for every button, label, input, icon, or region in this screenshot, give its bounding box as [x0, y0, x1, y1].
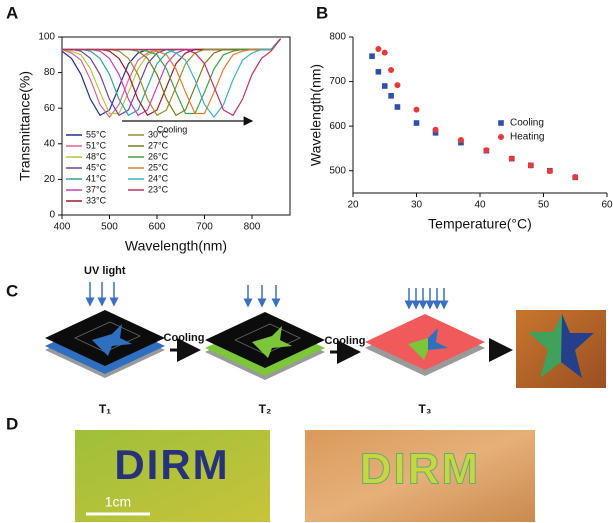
y-tick-label: 40 [44, 138, 56, 149]
uv-arrows [90, 282, 444, 308]
point [483, 147, 489, 153]
y-tick-label: 500 [329, 165, 346, 176]
legend-label: 33°C [86, 195, 107, 205]
x-tick-label: 40 [474, 200, 486, 211]
stage-label: T₂ [259, 402, 272, 416]
figure: A B C D UV light [0, 0, 613, 523]
point [509, 156, 515, 162]
point [369, 53, 375, 59]
legend-label: Heating [510, 132, 544, 143]
y-tick-label: 20 [44, 174, 56, 185]
annotation: Cooling [157, 124, 188, 134]
panel-label: C [6, 281, 18, 300]
legend-label: 25°C [148, 162, 169, 172]
point [433, 127, 439, 133]
stack-3 [365, 314, 485, 376]
panel-label: D [6, 414, 18, 433]
legend-label: 45°C [86, 162, 107, 172]
point [547, 168, 553, 174]
x-tick-label: 500 [101, 222, 118, 233]
legend-label: Cooling [510, 118, 544, 129]
legend-label: 23°C [148, 184, 169, 194]
legend-label: 27°C [148, 140, 169, 150]
x-tick-label: 400 [54, 222, 71, 233]
y-axis-label: Transmittance(%) [17, 71, 33, 181]
legend-label: 55°C [86, 129, 107, 139]
legend-label: 24°C [148, 173, 169, 183]
point [376, 69, 382, 75]
point [382, 50, 388, 56]
point [414, 120, 420, 126]
x-tick-label: 600 [149, 222, 166, 233]
point [528, 162, 534, 168]
point [375, 46, 381, 52]
point [458, 137, 464, 143]
diagram: UV light [45, 265, 606, 416]
stage-label: T₁ [99, 402, 111, 416]
legend-label: 41°C [86, 173, 107, 183]
legend-marker [498, 120, 504, 126]
step-label: Cooling [325, 335, 366, 347]
stack-2 [205, 312, 325, 380]
legend-label: 26°C [148, 151, 169, 161]
legend-label: 48°C [86, 151, 107, 161]
x-axis-label: Temperature(°C) [428, 216, 532, 232]
x-axis-label: Wavelength(nm) [125, 238, 227, 254]
stage-label: T₃ [419, 402, 432, 416]
y-tick-label: 100 [38, 32, 55, 43]
photos: DIRM 1cm DIRM [75, 430, 535, 522]
uv-label: UV light [84, 265, 126, 277]
x-tick-label: 50 [538, 200, 550, 211]
photo-text: DIRM [360, 445, 480, 494]
x-tick-label: 60 [601, 200, 613, 211]
scale-label: 1cm [105, 494, 131, 510]
photo-star [516, 310, 606, 388]
x-tick-label: 30 [411, 200, 423, 211]
legend-marker [498, 134, 504, 140]
y-tick-label: 800 [329, 32, 346, 43]
y-axis-label: Wavelength(nm) [308, 64, 324, 166]
point [414, 107, 420, 113]
legend-label: 51°C [86, 140, 107, 150]
point [395, 104, 401, 110]
photo-text: DIRM [114, 441, 229, 488]
legend-label: 37°C [86, 184, 107, 194]
y-tick-label: 600 [329, 121, 346, 132]
point [382, 83, 388, 89]
x-tick-label: 700 [196, 222, 213, 233]
y-tick-label: 0 [49, 210, 55, 221]
y-tick-label: 60 [44, 103, 56, 114]
panel-label: B [316, 3, 328, 22]
x-tick-label: 20 [347, 200, 359, 211]
y-tick-label: 80 [44, 67, 56, 78]
x-tick-label: 800 [244, 222, 261, 233]
point [388, 67, 394, 73]
point [388, 93, 394, 99]
stack-1 [45, 310, 165, 378]
panel-label: A [6, 3, 18, 22]
point [394, 82, 400, 88]
step-label: Cooling [164, 332, 205, 344]
point [572, 174, 578, 180]
y-tick-label: 700 [329, 76, 346, 87]
